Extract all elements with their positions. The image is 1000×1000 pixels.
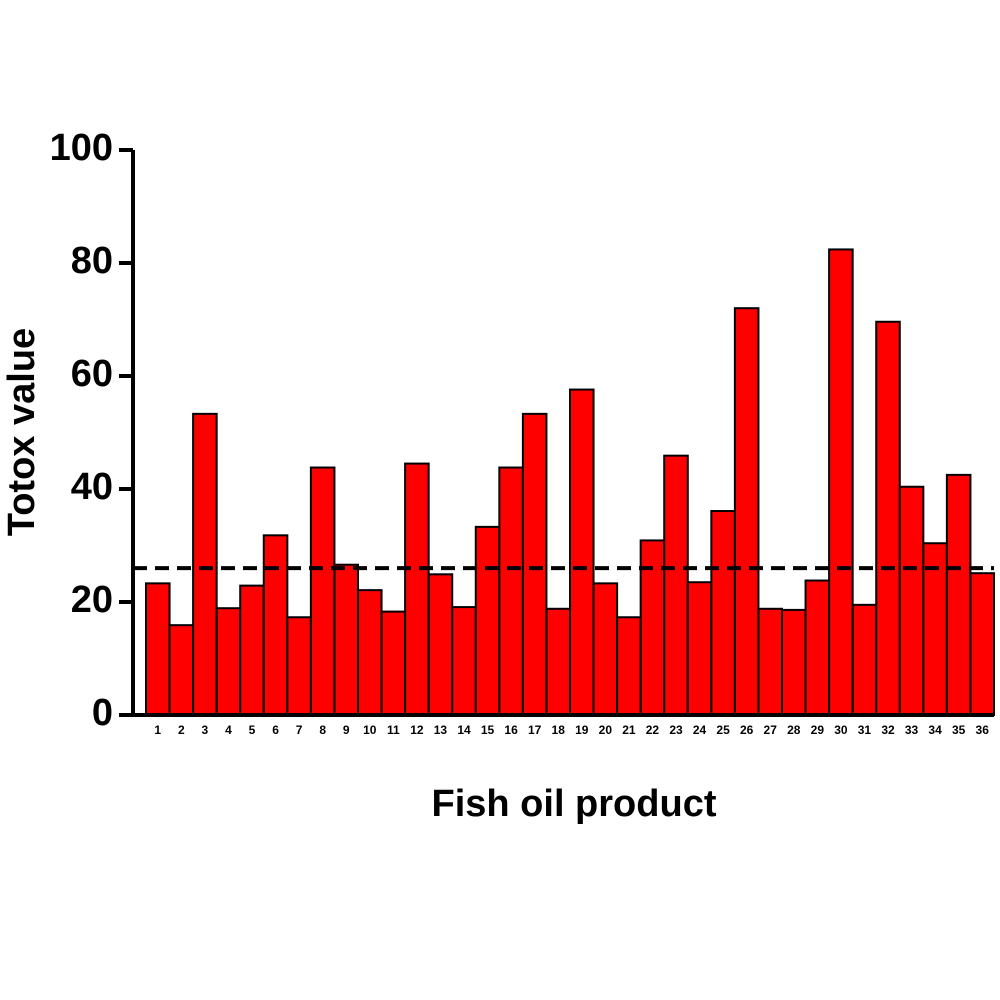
bar: [969, 572, 996, 716]
x-tick-label: 36: [976, 723, 990, 737]
bar: [569, 388, 595, 716]
y-tick-label: 60: [71, 353, 113, 395]
bar: [663, 454, 689, 716]
x-tick-label: 19: [575, 723, 589, 737]
x-tick-label: 9: [343, 723, 350, 737]
bar: [616, 616, 642, 717]
x-tick-label: 29: [811, 723, 825, 737]
bar: [898, 485, 925, 716]
x-tick-label: 25: [716, 723, 730, 737]
x-tick-label: 14: [457, 723, 471, 737]
bar: [427, 573, 454, 716]
x-tick-label: 6: [272, 723, 279, 737]
bar: [168, 624, 195, 716]
y-tick-label: 80: [71, 240, 113, 282]
x-tick-label: 13: [434, 723, 448, 737]
y-tick-label: 100: [50, 127, 113, 169]
x-tick-label: 35: [952, 723, 966, 737]
x-tick-label: 27: [764, 723, 778, 737]
x-tick-label: 28: [787, 723, 801, 737]
bar: [239, 584, 265, 716]
x-tick-label: 8: [319, 723, 326, 737]
bar: [357, 589, 383, 717]
bar: [945, 473, 972, 716]
bar: [262, 534, 289, 717]
x-tick-label: 30: [834, 723, 848, 737]
y-tick-label: 0: [92, 692, 113, 734]
bar: [828, 248, 854, 716]
x-tick-label: 15: [481, 723, 495, 737]
x-tick-label: 33: [905, 723, 919, 737]
x-tick-label: 2: [178, 723, 185, 737]
y-tick-label: 20: [71, 579, 113, 621]
bar: [333, 563, 360, 717]
x-tick-label: 10: [363, 723, 377, 737]
x-tick-label: 23: [669, 723, 683, 737]
bar: [545, 607, 572, 717]
x-tick-label: 5: [249, 723, 256, 737]
bar: [521, 412, 548, 716]
x-tick-label: 4: [225, 723, 232, 737]
bar: [145, 582, 171, 716]
x-tick-label: 26: [740, 723, 754, 737]
x-tick-label: 1: [154, 723, 161, 737]
x-tick-label: 7: [296, 723, 303, 737]
y-tick-label: 40: [71, 466, 113, 508]
x-tick-label: 3: [202, 723, 209, 737]
x-tick-label: 24: [693, 723, 707, 737]
x-tick-label: 18: [552, 723, 566, 737]
bar: [286, 616, 312, 717]
x-tick-label: 20: [599, 723, 613, 737]
bar: [404, 462, 430, 717]
bar: [309, 466, 336, 716]
x-tick-label: 31: [858, 723, 872, 737]
bar: [686, 581, 713, 716]
bar: [710, 510, 736, 716]
bar: [875, 320, 901, 716]
bar: [192, 412, 218, 716]
x-tick-label: 12: [410, 723, 424, 737]
bar: [733, 307, 760, 716]
x-tick-label: 21: [622, 723, 636, 737]
bar: [380, 610, 407, 716]
bar: [451, 606, 477, 717]
x-tick-label: 17: [528, 723, 542, 737]
y-axis-title: Totox value: [1, 328, 43, 536]
bar: [804, 579, 831, 717]
bar: [592, 582, 619, 716]
bar: [757, 607, 784, 717]
x-axis-title: Fish oil product: [432, 783, 717, 825]
bar: [215, 607, 242, 717]
bar: [851, 603, 878, 717]
x-tick-label: 11: [387, 723, 400, 737]
x-tick-label: 16: [504, 723, 518, 737]
bar: [781, 608, 807, 716]
x-tick-label: 34: [928, 723, 942, 737]
x-tick-label: 22: [646, 723, 660, 737]
x-tick-label: 32: [881, 723, 895, 737]
bar: [498, 466, 524, 716]
bar: [474, 525, 501, 716]
